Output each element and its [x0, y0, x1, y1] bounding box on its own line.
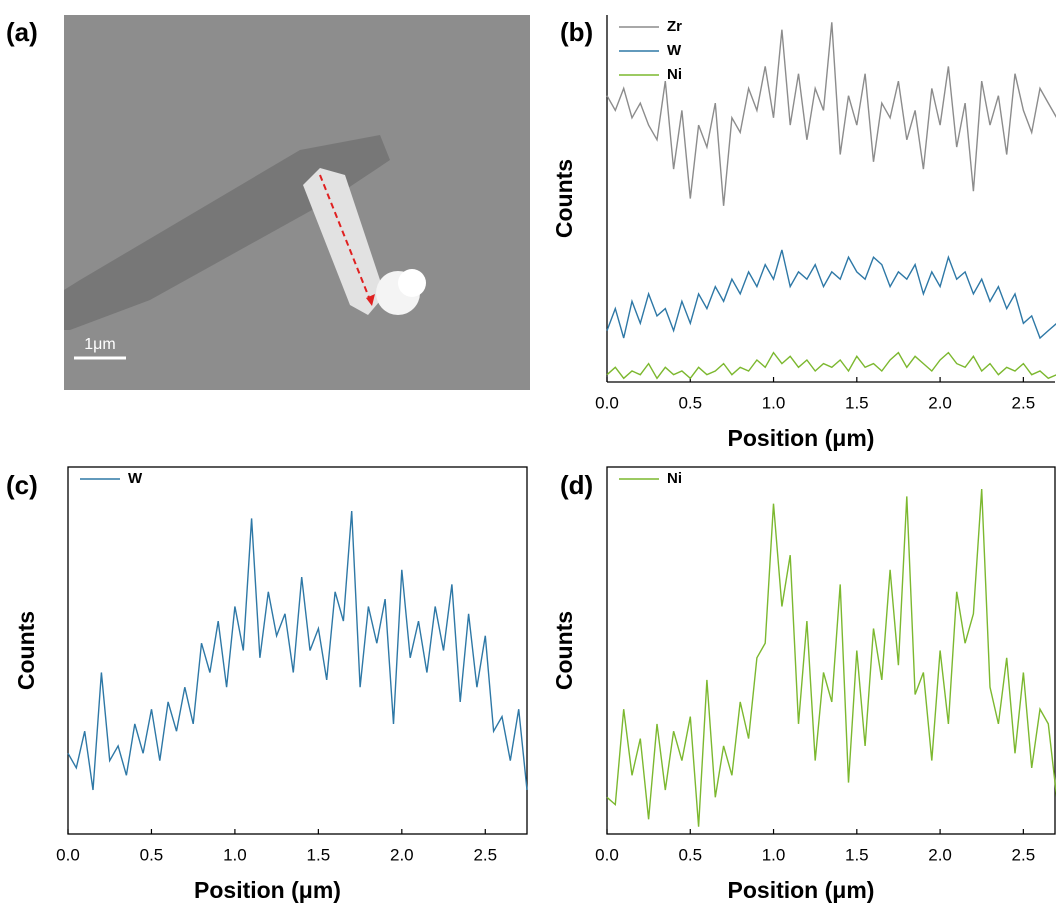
x-tick-label: 0.0 [595, 845, 619, 864]
data-line [67, 510, 528, 791]
data-line [606, 22, 1056, 206]
sem-image: 1μm [64, 15, 530, 390]
panel-label: (c) [6, 470, 38, 500]
x-tick-label: 2.5 [1012, 845, 1036, 864]
x-tick-label: 0.0 [56, 845, 80, 864]
y-axis-title: Counts [13, 611, 39, 690]
data-line [606, 351, 1056, 380]
y-axis-title: Counts [551, 611, 577, 690]
y-axis-title: Counts [551, 159, 577, 238]
data-line [606, 488, 1056, 827]
x-tick-label: 2.0 [928, 393, 952, 412]
x-tick-label: 0.5 [678, 845, 702, 864]
x-tick-label: 1.0 [223, 845, 247, 864]
x-tick-label: 0.5 [678, 393, 702, 412]
panel-label: (a) [6, 17, 38, 47]
legend-label: W [667, 42, 682, 59]
legend-label: W [128, 470, 143, 487]
scale-bar-label: 1μm [84, 336, 115, 353]
x-axis-title: Position (μm) [728, 877, 875, 903]
legend-label: Zr [667, 18, 682, 35]
x-axis-title: Position (μm) [194, 877, 341, 903]
x-tick-label: 1.5 [307, 845, 331, 864]
x-tick-label: 2.5 [1012, 393, 1036, 412]
x-tick-label: 0.5 [140, 845, 164, 864]
x-tick-label: 1.5 [845, 393, 869, 412]
plot-frame [606, 466, 1056, 835]
x-tick-label: 0.0 [595, 393, 619, 412]
panel-label: (b) [560, 17, 593, 47]
x-tick-label: 2.0 [928, 845, 952, 864]
x-axis-title: Position (μm) [728, 425, 875, 451]
legend-label: Ni [667, 66, 682, 83]
plot-frame [67, 466, 528, 835]
x-tick-label: 2.0 [390, 845, 414, 864]
legend-label: Ni [667, 470, 682, 487]
panel-label: (d) [560, 470, 593, 500]
data-line [606, 249, 1056, 340]
x-tick-label: 1.0 [762, 393, 786, 412]
x-tick-label: 1.5 [845, 845, 869, 864]
x-tick-label: 1.0 [762, 845, 786, 864]
x-tick-label: 2.5 [473, 845, 497, 864]
